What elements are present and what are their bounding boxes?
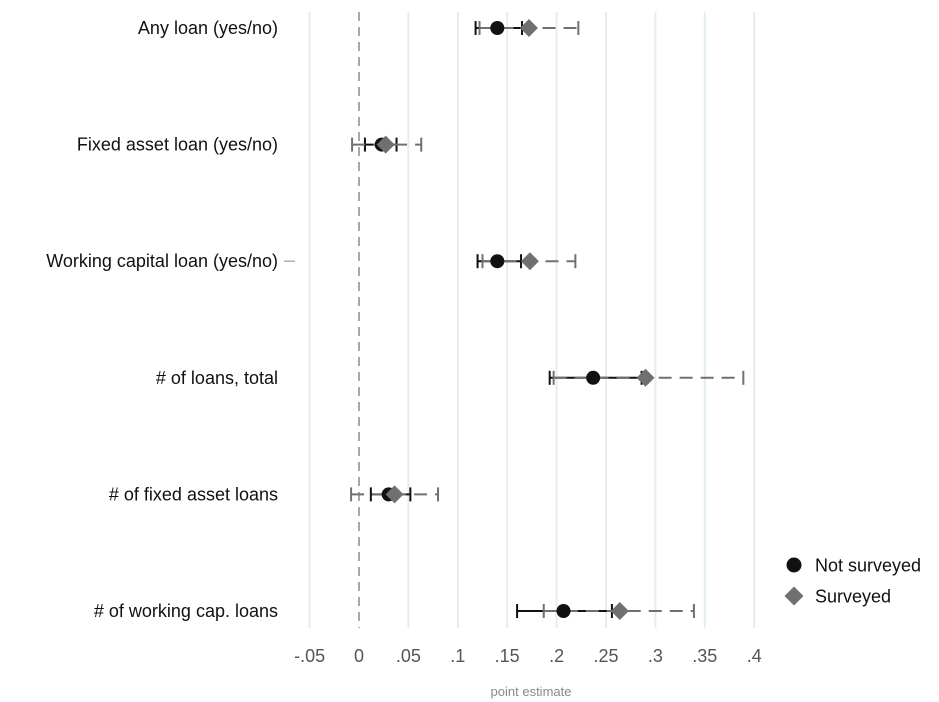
point-not-surveyed xyxy=(556,604,571,618)
category-label: Fixed asset loan (yes/no) xyxy=(77,135,278,155)
category-label: # of loans, total xyxy=(156,368,278,388)
category-label: # of fixed asset loans xyxy=(109,484,278,504)
point-not-surveyed xyxy=(586,370,601,385)
point-not-surveyed xyxy=(490,21,505,35)
category-label: Working capital loan (yes/no) xyxy=(46,251,278,271)
point-surveyed xyxy=(376,135,395,154)
x-axis-tick-labels: -.05 0 .05 .1 .15 .2 .25 .3 .35 .4 xyxy=(294,646,762,666)
grid-lines xyxy=(308,12,756,628)
series-marks xyxy=(350,19,745,620)
point-not-surveyed xyxy=(490,254,505,269)
x-tick-label: .4 xyxy=(747,646,762,666)
x-tick-label: .35 xyxy=(692,646,717,666)
point-surveyed xyxy=(636,368,655,387)
x-tick-label: -.05 xyxy=(294,646,325,666)
point-surveyed xyxy=(519,19,538,37)
x-tick-label: 0 xyxy=(354,646,364,666)
x-tick-label: .25 xyxy=(593,646,618,666)
legend: Not surveyed Surveyed xyxy=(784,556,921,607)
legend-circle-icon xyxy=(786,557,802,573)
category-label: # of working cap. loans xyxy=(94,601,278,621)
x-tick-label: .1 xyxy=(450,646,465,666)
x-axis-title: point estimate xyxy=(491,684,572,699)
category-labels: Any loan (yes/no) Fixed asset loan (yes/n… xyxy=(46,18,295,621)
legend-label: Not surveyed xyxy=(815,556,921,576)
x-tick-label: .2 xyxy=(549,646,564,666)
point-surveyed xyxy=(385,485,404,504)
legend-diamond-icon xyxy=(784,586,804,606)
category-label: Any loan (yes/no) xyxy=(138,18,278,38)
point-surveyed xyxy=(610,602,629,620)
x-tick-label: .15 xyxy=(495,646,520,666)
x-tick-label: .05 xyxy=(396,646,421,666)
point-surveyed xyxy=(520,252,539,271)
x-tick-label: .3 xyxy=(648,646,663,666)
legend-label: Surveyed xyxy=(815,587,891,607)
